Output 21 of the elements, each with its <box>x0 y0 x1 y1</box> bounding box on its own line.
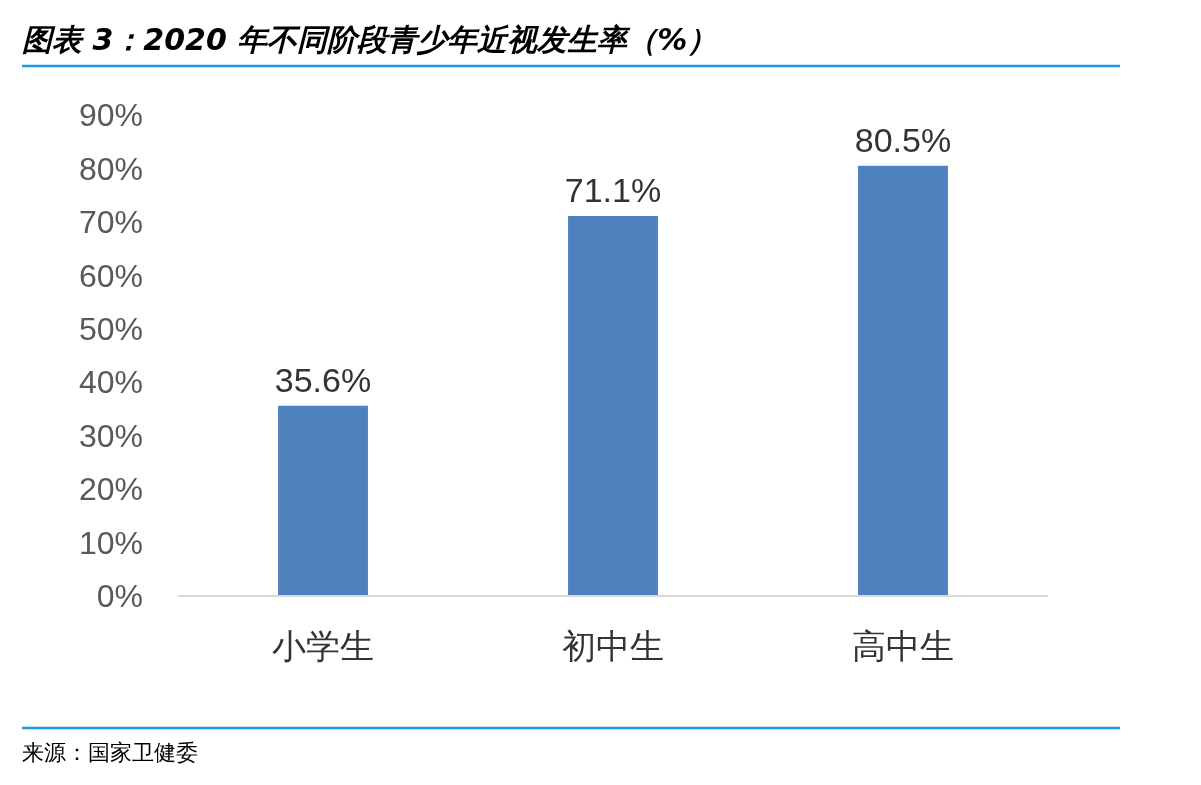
source-note: 来源：国家卫健委 <box>22 740 198 765</box>
y-tick-label: 20% <box>78 471 143 508</box>
bar <box>278 405 368 596</box>
bar <box>858 165 948 596</box>
y-tick-label: 10% <box>78 524 143 561</box>
x-tick-label: 小学生 <box>272 626 374 666</box>
data-label: 80.5% <box>854 120 952 159</box>
y-tick-label: 50% <box>78 310 143 347</box>
y-tick-label: 0% <box>96 578 143 615</box>
x-tick-label: 高中生 <box>852 626 954 666</box>
x-tick-label: 初中生 <box>562 626 664 666</box>
y-tick-label: 70% <box>78 204 143 241</box>
chart-title: 图表 3：2020 年不同阶段青少年近视发生率（%） <box>22 22 718 57</box>
bar <box>568 216 658 596</box>
data-label: 35.6% <box>274 360 372 399</box>
y-tick-label: 30% <box>78 417 143 454</box>
data-label: 71.1% <box>564 171 662 210</box>
y-tick-label: 40% <box>78 364 143 401</box>
y-tick-label: 80% <box>78 150 143 187</box>
y-tick-label: 60% <box>78 257 143 294</box>
y-tick-label: 90% <box>78 97 143 134</box>
